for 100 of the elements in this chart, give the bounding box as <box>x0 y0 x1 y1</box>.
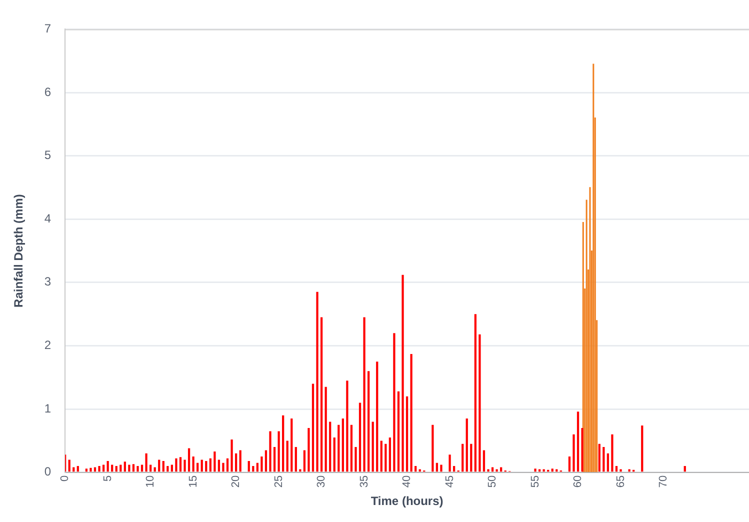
bar <box>418 469 421 472</box>
bar <box>470 444 472 472</box>
bar <box>269 431 272 472</box>
bar <box>487 469 490 472</box>
y-axis-title: Rainfall Depth (mm) <box>12 194 26 308</box>
bar <box>368 371 370 472</box>
bar <box>273 447 276 472</box>
bar <box>462 444 464 472</box>
y-tick-label: 7 <box>44 22 52 36</box>
bar <box>372 422 374 472</box>
y-tick-label: 4 <box>44 211 52 226</box>
x-tick-label: 45 <box>444 475 456 488</box>
bar <box>294 447 297 472</box>
y-tick-label: 5 <box>44 148 52 162</box>
y-tick-label: 2 <box>44 338 52 352</box>
bar <box>299 469 302 472</box>
bar <box>128 464 130 472</box>
bar <box>312 384 314 472</box>
bar <box>252 466 254 472</box>
bar <box>230 439 233 472</box>
x-tick-label: 40 <box>401 475 414 488</box>
bar <box>572 434 575 472</box>
bar <box>452 466 456 472</box>
bar <box>551 468 554 472</box>
bar <box>598 444 600 472</box>
bar <box>324 386 327 472</box>
bar <box>376 362 378 472</box>
bar <box>414 466 417 472</box>
bar <box>115 466 118 472</box>
bar <box>538 469 541 472</box>
bar <box>436 462 438 472</box>
bar <box>628 469 630 472</box>
bar <box>363 317 366 472</box>
bar <box>308 428 310 472</box>
bar <box>432 424 434 472</box>
bar <box>290 418 293 472</box>
bar <box>333 438 336 472</box>
bar <box>248 460 250 472</box>
x-tick-label: 5 <box>102 475 114 482</box>
bar <box>384 444 387 472</box>
bar <box>68 460 70 472</box>
x-tick-label: 15 <box>187 475 200 488</box>
bar <box>85 468 88 472</box>
bar <box>496 469 498 472</box>
bar <box>684 466 686 472</box>
bar <box>264 450 268 472</box>
bar <box>581 428 584 472</box>
bar <box>556 469 558 472</box>
bar <box>615 466 618 472</box>
bar <box>209 458 212 472</box>
y-tick-label: 3 <box>44 274 52 289</box>
bar <box>602 447 605 472</box>
bar <box>406 396 408 472</box>
bar <box>316 292 318 472</box>
bar <box>410 354 412 472</box>
bar <box>478 334 481 472</box>
bar <box>342 418 344 472</box>
bar <box>256 462 258 472</box>
x-tick-label: 65 <box>614 475 627 488</box>
x-tick-label: 0 <box>59 475 72 482</box>
bar <box>214 451 216 472</box>
x-tick-label: 20 <box>230 475 242 488</box>
bar <box>239 450 242 472</box>
bar <box>393 333 396 472</box>
bar <box>205 460 208 472</box>
bar <box>286 440 288 472</box>
x-axis-title: Time (hours) <box>370 494 444 508</box>
bar <box>440 464 442 472</box>
bar <box>358 402 362 472</box>
bar <box>568 456 571 472</box>
bar <box>346 380 348 472</box>
bar <box>542 469 545 472</box>
bar <box>474 314 476 472</box>
bar <box>218 460 220 472</box>
x-tick-label: 10 <box>144 475 157 488</box>
bar <box>192 456 194 472</box>
y-tick-label: 6 <box>44 84 52 99</box>
bar <box>175 458 178 472</box>
bar <box>620 469 622 472</box>
bar <box>611 434 614 472</box>
y-tick-label: 1 <box>44 401 52 416</box>
bar <box>234 453 238 472</box>
bar <box>145 453 148 472</box>
bar <box>158 460 160 472</box>
bar <box>576 412 580 472</box>
bar <box>76 466 79 472</box>
bar <box>448 454 451 472</box>
bar <box>200 460 203 472</box>
bar <box>188 448 190 472</box>
bar <box>179 457 182 472</box>
bar <box>338 424 340 472</box>
x-tick-label: 35 <box>358 475 370 488</box>
x-tick-label: 55 <box>529 475 542 488</box>
bar <box>350 424 353 472</box>
x-tick-label: 30 <box>316 475 328 488</box>
bar <box>260 456 263 472</box>
bar <box>166 466 169 472</box>
bar <box>606 453 610 472</box>
bar <box>222 462 224 472</box>
x-tick-label: 50 <box>486 475 499 488</box>
